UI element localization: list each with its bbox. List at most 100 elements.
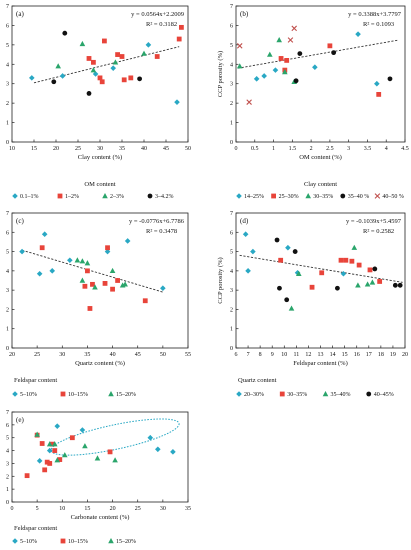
data-point: [94, 455, 101, 461]
y-tick-label: 2: [6, 307, 9, 313]
legend-label: 15–20%: [116, 392, 136, 398]
data-point: [154, 54, 160, 59]
legend-marker: [108, 391, 114, 397]
series-4: [51, 30, 143, 96]
panel-label: (e): [16, 416, 24, 424]
data-point: [124, 238, 131, 244]
y-axis-title: CCP porosity (%): [217, 51, 224, 97]
data-point: [79, 258, 86, 264]
data-point: [82, 443, 88, 449]
x-axis-title: Quartz content (%): [75, 360, 125, 367]
x-tick-label: 1.5: [289, 146, 297, 152]
data-point: [122, 281, 128, 287]
x-tick-label: 35: [185, 506, 191, 512]
data-point: [84, 260, 91, 266]
legend-marker: [108, 538, 114, 544]
data-point: [142, 298, 148, 304]
x-tick-label: 2.5: [326, 146, 334, 152]
data-point: [102, 280, 108, 286]
y-tick-label: 0: [6, 140, 9, 146]
x-tick-label: 6: [235, 352, 238, 358]
x-tick-label: 3.5: [364, 146, 372, 152]
y-tick-label: 5: [6, 436, 9, 442]
data-point: [97, 75, 103, 81]
series-4: [274, 237, 403, 303]
data-point: [34, 431, 40, 437]
data-point: [87, 306, 93, 311]
panel-label: (d): [240, 217, 249, 225]
data-point: [19, 248, 25, 255]
x-tick-label: 30: [59, 352, 65, 358]
data-point: [155, 446, 161, 453]
x-tick-label: 1: [272, 146, 275, 152]
legend-marker: [102, 193, 108, 199]
data-point: [104, 248, 111, 255]
data-point: [115, 52, 120, 57]
x-tick-label: 15: [84, 506, 90, 512]
data-point: [55, 63, 61, 69]
y-tick-label: 4: [230, 62, 233, 68]
series-3: [288, 244, 376, 311]
legend-marker: [60, 538, 66, 544]
data-point: [242, 231, 249, 238]
data-point: [91, 59, 96, 65]
r-squared: R² = 0.3182: [146, 21, 177, 28]
x-tick-label: 25: [135, 506, 141, 512]
data-point: [372, 266, 378, 272]
trend-line: [21, 249, 163, 293]
x-tick-label: 10: [281, 352, 287, 358]
data-point: [349, 258, 355, 264]
data-point: [36, 458, 43, 464]
legend-label: 14–25%: [244, 194, 264, 200]
y-tick-label: 5: [6, 250, 9, 256]
x-tick-label: 20: [402, 352, 408, 358]
data-point: [278, 257, 284, 263]
legend-marker: [340, 193, 346, 199]
data-point: [174, 99, 180, 105]
data-point: [41, 231, 48, 238]
chart-panel-5: 0 5 10 15 20 25 30 35 0 1 2 3 4 5 6 7 Carbonate content …: [6, 410, 191, 545]
y-tick-label: 1: [6, 487, 9, 493]
series-2: [278, 257, 383, 290]
data-point: [62, 452, 68, 458]
y-tick-label: 1: [230, 327, 233, 333]
y-tick-label: 7: [6, 410, 9, 416]
data-point: [245, 268, 251, 274]
legend-label: 40–45%: [374, 392, 394, 398]
data-point: [261, 73, 267, 79]
regression-equation: y = -0.0776x+6.7786: [129, 218, 185, 225]
legend: 20–30% 30–35% 35–40% 40–45%: [236, 391, 394, 398]
x-tick-label: 20: [53, 146, 59, 152]
x-tick-label: 45: [163, 146, 169, 152]
data-point: [397, 282, 403, 288]
x-tick-label: 4.5: [401, 146, 409, 152]
legend-label: 10–15%: [68, 539, 88, 545]
y-tick-label: 6: [230, 230, 233, 236]
data-point: [253, 76, 260, 82]
x-tick-label: 0.5: [251, 146, 259, 152]
legend: 0.1–1% 1–2% 2–3% 3–4.2%: [12, 193, 174, 200]
data-point: [327, 43, 333, 49]
x-tick-label: 8: [259, 352, 262, 358]
x-tick-label: 15: [342, 352, 348, 358]
legend-label: 35–40%: [331, 392, 351, 398]
data-point: [74, 257, 81, 263]
y-tick-label: 2: [230, 307, 233, 313]
data-point: [369, 279, 376, 285]
y-tick-label: 5: [230, 250, 233, 256]
data-point: [292, 249, 298, 254]
data-point: [267, 51, 273, 57]
data-point: [92, 284, 98, 290]
data-point: [236, 63, 243, 69]
y-axis-title: CCP porosity (%): [217, 257, 224, 303]
data-point: [105, 245, 110, 251]
legend-label: 25–30%: [279, 194, 299, 200]
legend-marker: [236, 193, 242, 199]
x-tick-label: 3: [347, 146, 350, 152]
data-point: [29, 75, 35, 81]
data-point: [47, 461, 53, 466]
data-point: [90, 281, 95, 287]
series-2: [86, 24, 184, 85]
legend-label: 30–35%: [313, 194, 333, 200]
